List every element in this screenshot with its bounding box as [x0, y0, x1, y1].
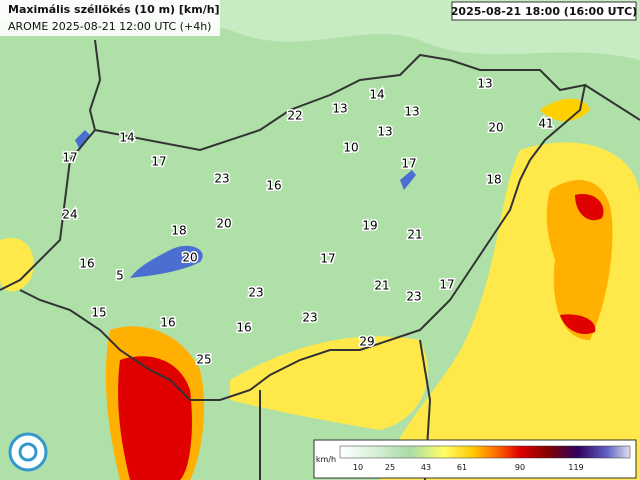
- wind-gust-label: 25: [196, 353, 211, 367]
- wind-gust-label: 16: [160, 316, 175, 330]
- station-labels: 17 14 17 23 16 22 13 14 13 13 10 17 13 20 41 18 24 20 18 19…: [61, 75, 555, 368]
- wind-gust-label: 14: [369, 88, 384, 102]
- logo-inner: [18, 442, 38, 462]
- wind-gust-label: 29: [359, 335, 374, 349]
- wind-gust-label: 14: [119, 131, 134, 145]
- wind-gust-label: 23: [302, 311, 317, 325]
- wind-gust-label: 17: [401, 157, 416, 171]
- legend-tick-label: 61: [457, 463, 467, 472]
- legend-tick-label: 90: [515, 463, 525, 472]
- wind-gust-label: 22: [287, 109, 302, 123]
- wind-gust-label: 17: [320, 252, 335, 266]
- wind-gust-label: 13: [377, 125, 392, 139]
- wind-gust-label: 16: [236, 321, 251, 335]
- wind-gust-label: 17: [62, 151, 77, 165]
- wind-gust-label: 13: [404, 105, 419, 119]
- wind-gust-label: 20: [488, 121, 503, 135]
- wind-gust-label: 10: [343, 141, 358, 155]
- wind-gust-label: 23: [406, 290, 421, 304]
- legend-tick-label: 10: [353, 463, 363, 472]
- legend-unit: km/h: [316, 455, 336, 464]
- wind-gust-label: 16: [79, 257, 94, 271]
- wind-gust-label: 5: [116, 269, 124, 283]
- wind-gust-label: 20: [182, 251, 197, 265]
- wind-gust-label: 23: [248, 286, 263, 300]
- wind-gust-label: 16: [266, 179, 281, 193]
- wind-gust-label: 15: [91, 306, 106, 320]
- wind-gust-label: 13: [332, 102, 347, 116]
- wind-gust-label: 13: [477, 77, 492, 91]
- logo: [8, 432, 48, 472]
- wind-gust-label: 18: [486, 173, 501, 187]
- wind-gust-label: 17: [439, 278, 454, 292]
- wind-gust-label: 19: [362, 219, 377, 233]
- borders: [0, 39, 640, 480]
- title: Maximális széllökés (10 m) [km/h]: [8, 3, 220, 16]
- wind-gust-label: 21: [374, 279, 389, 293]
- legend-bar: [339, 445, 631, 459]
- wind-gust-label: 18: [171, 224, 186, 238]
- valid-time: 2025-08-21 18:00 (16:00 UTC): [451, 5, 637, 18]
- wind-gust-label: 41: [538, 117, 553, 131]
- wind-gust-label: 20: [216, 217, 231, 231]
- subtitle: AROME 2025-08-21 12:00 UTC (+4h): [8, 20, 211, 33]
- legend-tick-label: 43: [421, 463, 431, 472]
- wind-gust-label: 23: [214, 172, 229, 186]
- wind-gust-label: 21: [407, 228, 422, 242]
- legend-tick-label: 119: [568, 463, 583, 472]
- wind-gust-label: 24: [62, 208, 77, 222]
- header-box: [0, 0, 220, 36]
- legend-box: [313, 439, 637, 479]
- wind-gust-label: 17: [151, 155, 166, 169]
- time-box: [451, 1, 637, 21]
- legend-tick-label: 25: [385, 463, 395, 472]
- legend: km/h 10 25 43 61 90 119: [313, 439, 637, 479]
